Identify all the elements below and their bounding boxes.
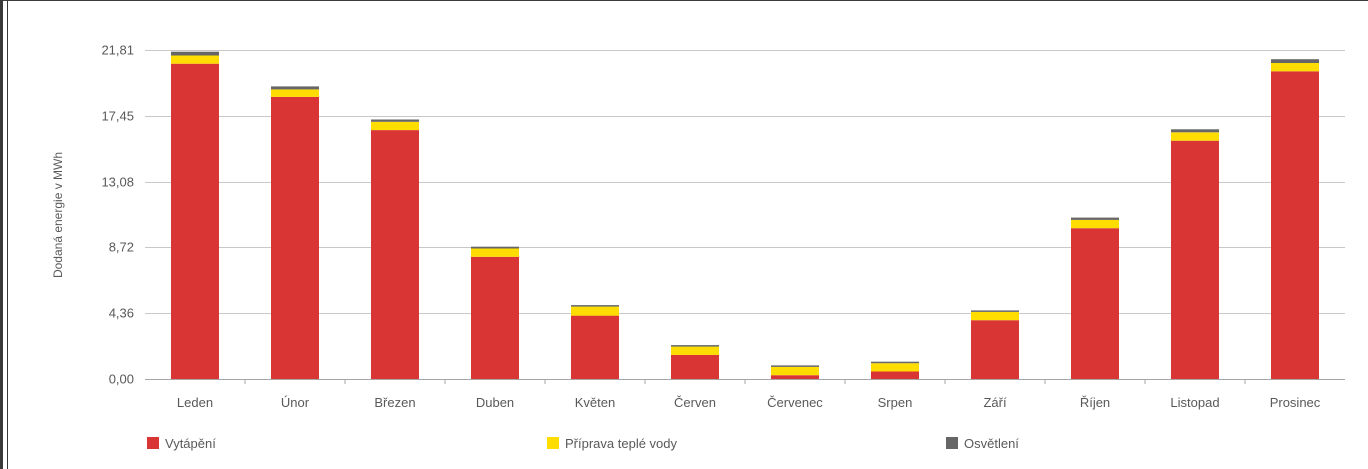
bar-segment <box>671 346 719 355</box>
bar-segment <box>1171 132 1219 141</box>
x-tick-label: Červenec <box>767 395 823 410</box>
bar-segment <box>1271 71 1319 380</box>
bar-segment <box>471 246 519 249</box>
x-tick-label: Květen <box>575 395 615 410</box>
y-tick-label: 17,45 <box>101 109 134 124</box>
bar-segment <box>671 345 719 347</box>
bar-segment <box>371 130 419 379</box>
bar-segment <box>1271 63 1319 72</box>
bar-segment <box>771 366 819 376</box>
bar-segment <box>871 361 919 364</box>
bar-segment <box>1271 59 1319 63</box>
frame-top-border <box>0 0 1368 1</box>
bar-segment <box>971 310 1019 312</box>
x-tick-label: Září <box>983 395 1007 410</box>
y-tick-label: 8,72 <box>109 240 134 255</box>
x-tick-label: Říjen <box>1080 395 1110 410</box>
legend-swatch <box>946 437 958 449</box>
legend-label: Osvětlení <box>964 436 1019 451</box>
bar-segment <box>671 354 719 379</box>
bar-segment <box>271 96 319 380</box>
bar-segment <box>971 311 1019 321</box>
bar-segment <box>1071 219 1119 229</box>
bar-segment <box>971 320 1019 379</box>
x-tick-label: Březen <box>374 395 415 410</box>
legend-label: Vytápění <box>165 436 216 451</box>
legend-swatch <box>547 437 559 449</box>
bar-segment <box>1071 217 1119 220</box>
legend-swatch <box>147 437 159 449</box>
y-tick-label: 0,00 <box>109 372 134 387</box>
x-tick-labels: Leden Únor Březen Duben Květen Červen Červenec… <box>177 379 1321 410</box>
bar-segment <box>471 248 519 257</box>
legend: Vytápění Příprava teplé vody Osvětlení <box>147 436 1019 451</box>
frame-left-border <box>0 0 3 469</box>
bar-segment <box>571 305 619 307</box>
bar-segment <box>371 121 419 131</box>
bar-segment <box>771 375 819 379</box>
x-tick-label: Prosinec <box>1270 395 1321 410</box>
gridlines <box>145 50 1345 380</box>
bar-segment <box>871 371 919 379</box>
bar-segment <box>171 63 219 379</box>
bar-segment <box>271 89 319 97</box>
legend-label: Příprava teplé vody <box>565 436 678 451</box>
bar-segment <box>571 315 619 379</box>
y-axis-label: Dodaná energie v MWh <box>51 152 65 278</box>
x-tick-label: Listopad <box>1170 395 1219 410</box>
bar-segment <box>271 86 319 90</box>
bar-segment <box>771 365 819 367</box>
bar-segment <box>571 306 619 316</box>
frame-inner-border <box>7 0 8 469</box>
bar-segment <box>171 55 219 64</box>
bar-segment <box>1171 129 1219 133</box>
bars <box>171 51 1319 380</box>
bar-segment <box>871 363 919 372</box>
bar-segment <box>471 256 519 379</box>
bar-segment <box>1071 228 1119 379</box>
x-tick-label: Srpen <box>878 395 913 410</box>
y-tick-label: 21,81 <box>101 43 134 58</box>
bar-segment <box>171 51 219 56</box>
bar-segment <box>1171 140 1219 379</box>
y-tick-labels: 0,00 4,36 8,72 13,08 17,45 21,81 <box>101 43 134 387</box>
x-tick-label: Červen <box>674 395 716 410</box>
y-tick-label: 13,08 <box>101 175 134 190</box>
bar-segment <box>371 119 419 122</box>
x-tick-label: Leden <box>177 395 213 410</box>
y-tick-label: 4,36 <box>109 306 134 321</box>
x-tick-label: Únor <box>281 395 310 410</box>
x-tick-label: Duben <box>476 395 514 410</box>
